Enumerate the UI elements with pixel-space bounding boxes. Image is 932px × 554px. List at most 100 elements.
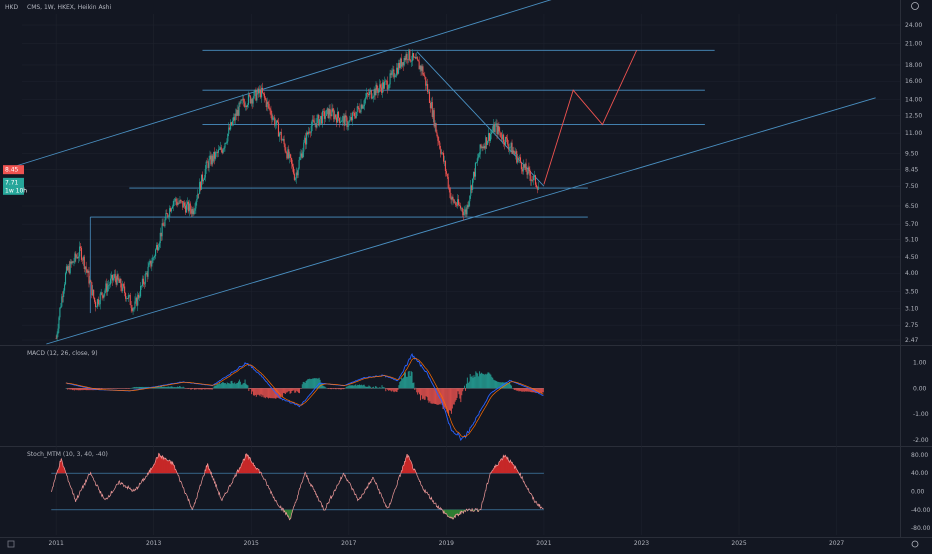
candle-body	[125, 293, 126, 299]
candle-body	[296, 172, 297, 178]
candle-body	[276, 120, 277, 123]
candle-body	[317, 115, 318, 118]
projection-line	[544, 50, 637, 184]
macd-histogram-bar	[474, 377, 475, 388]
macd-histogram-bar	[205, 388, 206, 389]
candle-body	[440, 149, 441, 154]
candle-body	[95, 302, 96, 307]
macd-histogram-bar	[497, 382, 498, 389]
candle-body	[101, 292, 102, 293]
time-axis-settings-icon[interactable]	[912, 541, 918, 547]
price-tick-label: 5.10	[905, 237, 919, 244]
candle-body	[436, 132, 437, 136]
candle-body	[220, 147, 221, 149]
candle-body	[358, 106, 359, 108]
candle-body	[176, 199, 177, 202]
macd-histogram-bar	[342, 388, 343, 389]
candle-body	[114, 274, 115, 278]
candle-body	[162, 223, 163, 236]
macd-histogram-bar	[419, 388, 420, 394]
currency-label: HKD	[5, 4, 18, 11]
candle-body	[148, 267, 149, 277]
price-tick-label: 6.50	[905, 203, 919, 210]
macd-histogram-bar	[181, 387, 182, 388]
candle-body	[521, 163, 522, 169]
macd-histogram-bar	[528, 388, 529, 391]
macd-histogram-bar	[294, 388, 295, 393]
candle-body	[461, 208, 462, 209]
macd-histogram-bar	[213, 388, 214, 389]
macd-histogram-bar	[321, 384, 322, 389]
candle-body	[212, 156, 213, 162]
candle-body	[328, 108, 329, 118]
candle-body	[511, 143, 512, 147]
candle-body	[378, 89, 379, 93]
candle-body	[165, 213, 166, 219]
candle-body	[322, 111, 323, 123]
macd-histogram-bar	[101, 388, 102, 389]
macd-histogram-bar	[304, 382, 305, 388]
candle-body	[192, 209, 193, 214]
macd-histogram-bar	[248, 388, 249, 391]
candle-body	[331, 108, 332, 116]
macd-histogram-bar	[142, 387, 143, 388]
candle-body	[143, 279, 144, 284]
candle-body	[399, 63, 400, 68]
macd-histogram-bar	[377, 388, 378, 389]
macd-histogram-bar	[488, 372, 489, 388]
candle-body	[504, 142, 505, 145]
candle-body	[375, 89, 376, 95]
candle-body	[324, 111, 325, 118]
candle-body	[390, 73, 391, 84]
candle-body	[433, 110, 434, 117]
candle-body	[330, 114, 331, 116]
macd-histogram-bar	[188, 388, 189, 389]
macd-histogram-bar	[229, 383, 230, 388]
candle-body	[515, 151, 516, 154]
price-tick-label: 9.50	[905, 150, 919, 157]
top-right-settings-icon[interactable]	[912, 3, 919, 10]
macd-histogram-bar	[81, 388, 82, 390]
candle-body	[396, 68, 397, 76]
macd-histogram-bar	[295, 388, 296, 392]
price-tick-label: 5.70	[905, 221, 919, 228]
candle-body	[366, 93, 367, 97]
macd-histogram-bar	[395, 388, 396, 391]
macd-histogram-bar	[198, 388, 199, 389]
macd-histogram-bar	[412, 372, 413, 388]
candle-body	[309, 132, 310, 133]
candle-body	[422, 66, 423, 74]
macd-histogram-bar	[318, 378, 319, 388]
candle-body	[538, 187, 539, 190]
candle-body	[93, 290, 94, 298]
macd-histogram-bar	[358, 385, 359, 388]
candle-body	[98, 299, 99, 304]
macd-histogram-bar	[417, 388, 418, 394]
macd-histogram-bar	[307, 379, 308, 388]
candle-body	[236, 114, 237, 116]
macd-histogram-bar	[84, 388, 85, 390]
candle-body	[455, 202, 456, 205]
macd-histogram-bar	[204, 388, 205, 389]
macd-histogram-bar	[394, 388, 395, 392]
candle-body	[312, 120, 313, 126]
macd-histogram-bar	[434, 388, 435, 404]
stoch-title: Stoch_MTM (10, 3, 40, -40)	[27, 451, 108, 458]
macd-histogram-bar	[386, 388, 387, 389]
candle-body	[470, 185, 471, 195]
candle-body	[294, 174, 295, 180]
macd-histogram-bar	[260, 388, 261, 396]
candle-body	[131, 305, 132, 308]
bottom-left-icon[interactable]	[8, 541, 14, 547]
candle-body	[63, 291, 64, 297]
candle-body	[223, 149, 224, 153]
candle-body	[111, 275, 112, 279]
macd-histogram-bar	[397, 388, 398, 390]
macd-histogram-bar	[247, 385, 248, 388]
macd-histogram-bar	[336, 388, 337, 389]
macd-histogram-bar	[67, 388, 68, 389]
macd-histogram-bar	[424, 388, 425, 400]
macd-histogram-bar	[482, 374, 483, 389]
candle-body	[130, 295, 131, 305]
candle-body	[160, 233, 161, 243]
